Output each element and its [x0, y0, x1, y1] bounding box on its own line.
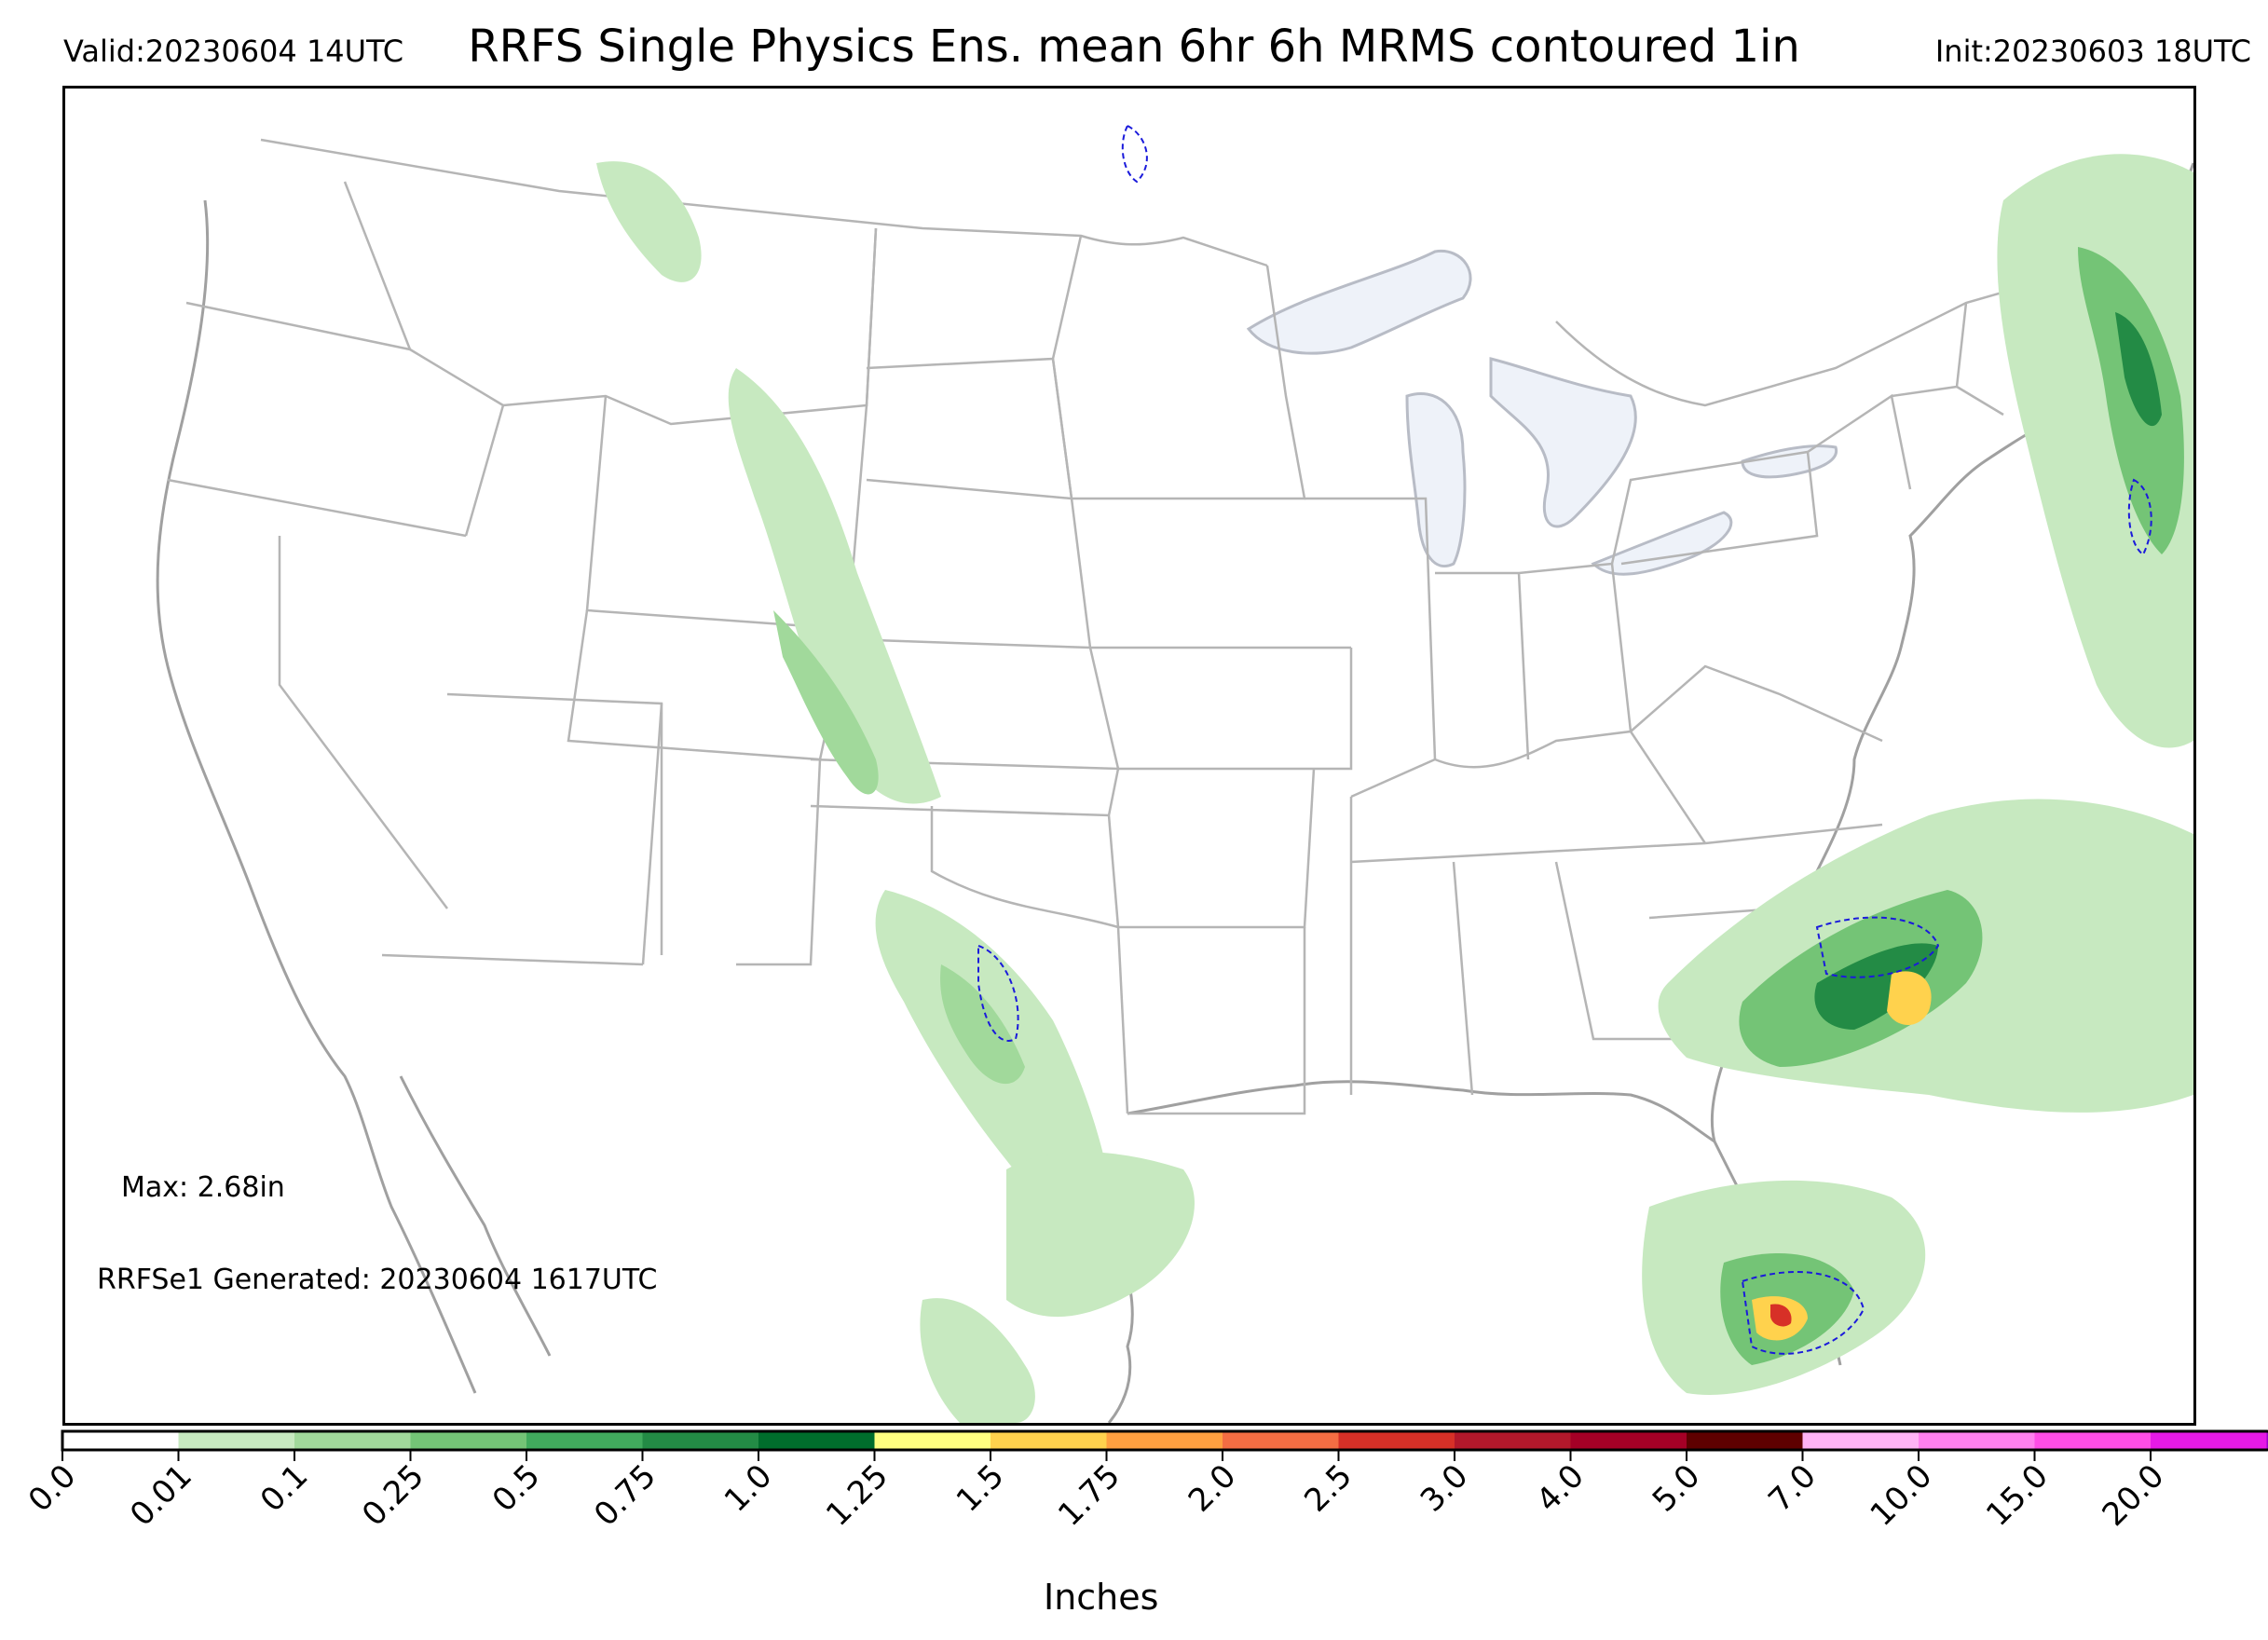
generated-time-label: RRFSe1 Generated: 20230604 1617UTC	[97, 1264, 658, 1296]
colorbar-bins	[62, 1431, 2268, 1450]
colorbar-bin	[2034, 1431, 2152, 1450]
border-in-oh	[1435, 562, 1633, 760]
colorbar-tick-label: 4.0	[1529, 1457, 1592, 1520]
colorbar-tick-label: 20.0	[2096, 1457, 2172, 1534]
colorbar-tick-label: 3.0	[1414, 1457, 1476, 1520]
colorbar-ticks	[61, 1450, 2152, 1461]
precip-montana	[596, 161, 702, 282]
lake-erie	[1591, 511, 1733, 576]
border-wi-il	[1305, 497, 1437, 799]
border-or-ca	[167, 478, 467, 538]
map-panel	[62, 86, 2196, 1426]
colorbar-tick-label: 5.0	[1646, 1457, 1708, 1520]
colorbar-bin	[294, 1431, 411, 1450]
colorbar-tick-label: 2.5	[1297, 1457, 1359, 1520]
lake-ontario	[1741, 444, 1838, 479]
max-value-label: Max: 2.68in	[121, 1171, 285, 1204]
precip-shading	[596, 154, 2193, 1423]
lake-huron	[1489, 357, 1637, 528]
precip-se-heavy	[1887, 971, 1932, 1025]
precip-s-texas	[920, 1298, 1035, 1423]
border-ky-tn	[1350, 730, 1707, 864]
pacific-coast	[156, 199, 477, 1394]
colorbar-bin	[62, 1431, 179, 1450]
colorbar-bin	[991, 1431, 1107, 1450]
colorbar-bin	[1570, 1431, 1687, 1450]
precip-texas-core	[940, 964, 1025, 1085]
colorbar-bin	[874, 1431, 991, 1450]
colorbar-bin	[1687, 1431, 1803, 1450]
border-va-wv	[1630, 664, 1883, 743]
colorbar-tick-label: 10.0	[1864, 1457, 1940, 1534]
border-la-ms	[1127, 797, 1353, 1115]
precip-rockies-core	[773, 610, 879, 795]
border-dakotas	[865, 227, 1083, 500]
colorbar-bin	[642, 1431, 759, 1450]
colorbar-tick-label: 0.25	[355, 1457, 431, 1534]
colorbar-bin	[1338, 1431, 1455, 1450]
border-mo-ar	[1090, 646, 1353, 929]
colorbar-bin	[1919, 1431, 2035, 1450]
colorbar-bin	[2151, 1431, 2267, 1450]
great-lakes	[1246, 250, 1838, 576]
mrms-contour-texas	[977, 944, 1019, 1042]
baja-coast	[399, 1075, 552, 1357]
map-title: RRFS Single Physics Ens. mean 6hr 6h MRM…	[468, 20, 1800, 73]
colorbar-bin	[178, 1431, 295, 1450]
border-ca-nv	[278, 536, 448, 909]
colorbar-title: Inches	[1044, 1577, 1159, 1618]
mrms-contour-se	[1815, 916, 1940, 978]
colorbar-bin	[758, 1431, 875, 1450]
border-wy	[585, 395, 868, 631]
colorbar-tick-label: 1.25	[819, 1457, 895, 1534]
precip-gulf-coast	[1006, 1152, 1195, 1318]
colorbar-tick-label: 2.0	[1182, 1457, 1244, 1520]
colorbar-tick-label: 7.0	[1761, 1457, 1824, 1520]
colorbar-bin	[526, 1431, 643, 1450]
border-wa-or	[185, 301, 411, 351]
mrms-contour-ne	[2127, 478, 2152, 556]
precip-se-core	[1814, 943, 1938, 1030]
colorbar-tick-label: 0.75	[587, 1457, 663, 1534]
colorbar-tick-labels: 0.0 0.01 0.1 0.25 0.5 0.75 1.0 1.25 1.5 1.75 2.0 2.…	[21, 1457, 2172, 1534]
colorbar-tick-label: 1.5	[950, 1457, 1012, 1520]
colorbar-bin	[1223, 1431, 1339, 1450]
mrms-contours	[977, 124, 2152, 1355]
colorbar-outline	[61, 1429, 2268, 1452]
valid-time-label: Valid:20230604 14UTC	[63, 34, 404, 69]
precip-florida-max	[1770, 1304, 1792, 1327]
colorbar-bin	[1106, 1431, 1223, 1450]
colorbar-tick-label: 0.1	[253, 1457, 316, 1520]
colorbar-tick-label: 1.0	[717, 1457, 780, 1520]
canada-border	[260, 138, 2097, 407]
precip-map	[156, 124, 2193, 1423]
colorbar-bin	[410, 1431, 527, 1450]
border-ut-az	[446, 692, 663, 955]
lake-superior	[1246, 250, 1472, 355]
precip-northeast-mid	[2078, 247, 2184, 554]
border-id	[343, 181, 505, 537]
lake-michigan	[1405, 392, 1467, 567]
colorbar-tick-label: 15.0	[1979, 1457, 2056, 1534]
mrms-contour-fl	[1741, 1271, 1865, 1355]
precip-rockies	[728, 368, 941, 804]
colorbar-tick-label: 0.01	[123, 1457, 199, 1534]
border-az-mx	[381, 953, 644, 966]
init-time-label: Init:20230603 18UTC	[1934, 34, 2251, 69]
colorbar-bin	[1802, 1431, 1920, 1450]
colorbar-bin	[1455, 1431, 1571, 1450]
colorbar-tick-label: 0.5	[485, 1457, 548, 1520]
colorbar-tick-label: 0.0	[21, 1457, 84, 1520]
precip-northeast-core	[2115, 312, 2162, 427]
mrms-contour-nd	[1121, 124, 1148, 184]
border-nm	[641, 703, 822, 966]
border-new-england	[1891, 302, 2004, 417]
colorbar-tick-label: 1.75	[1051, 1457, 1127, 1534]
border-mn-ia	[1051, 265, 1306, 500]
